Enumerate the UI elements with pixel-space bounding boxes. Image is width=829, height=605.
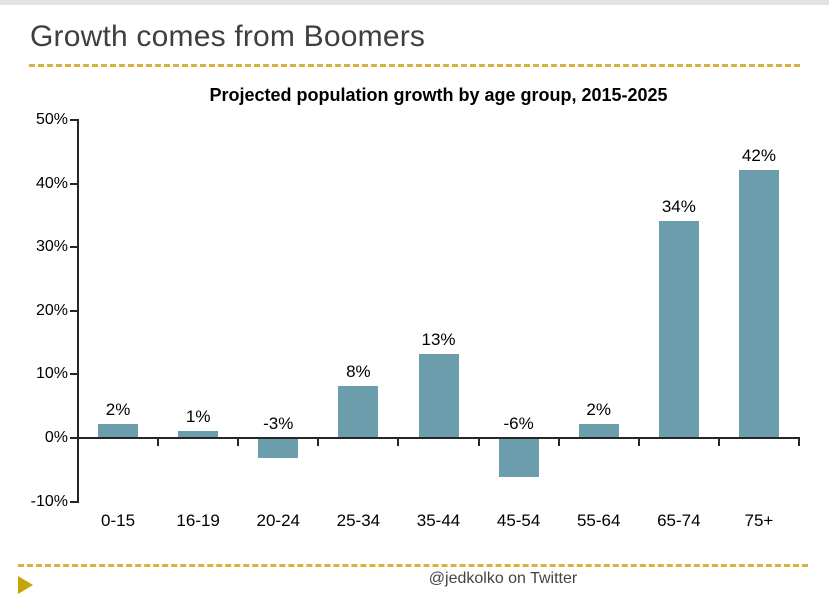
x-axis-tick	[557, 439, 560, 446]
y-axis-tick-label: 50%	[35, 111, 68, 128]
title-divider-dashed-line	[29, 64, 800, 67]
x-axis-category-label: 0-15	[101, 511, 136, 530]
bar-value-label: -6%	[503, 414, 534, 433]
arrow-right-icon	[18, 576, 33, 594]
y-axis-tick-label: 20%	[35, 301, 68, 319]
y-axis-tick	[70, 309, 78, 312]
chart-bar	[258, 439, 299, 459]
x-axis-tick	[637, 439, 640, 446]
bar-value-label: 2%	[586, 400, 611, 420]
x-axis-category-label: 75+	[744, 511, 774, 530]
x-axis-category-label: 55-64	[576, 511, 621, 530]
chart-bar	[418, 354, 459, 437]
chart-bar	[338, 386, 379, 437]
y-axis-tick	[70, 437, 78, 439]
y-axis-tick-label: 10%	[35, 365, 68, 383]
y-axis-tick	[70, 246, 78, 249]
chart-bar	[738, 169, 779, 437]
x-axis-tick	[157, 439, 160, 446]
x-axis-tick	[798, 439, 800, 446]
y-axis-tick-label: 30%	[35, 238, 68, 256]
bar-value-label: -3%	[263, 414, 294, 433]
x-axis-tick	[237, 439, 240, 446]
chart-bar	[658, 220, 699, 437]
bar-value-label: 1%	[185, 406, 211, 426]
y-axis-tick	[70, 119, 78, 121]
chart-bar	[178, 430, 219, 437]
bar-value-label: 13%	[421, 330, 456, 350]
x-axis-tick	[477, 439, 480, 446]
y-axis-tick-label: 40%	[35, 174, 68, 192]
y-axis-tick	[70, 500, 78, 503]
chart-bar	[578, 424, 619, 437]
x-axis-category-label: 35-44	[416, 511, 461, 530]
y-axis-tick-label: -10%	[30, 492, 68, 510]
x-axis-category-label: 65-74	[657, 511, 701, 530]
footer-divider-dashed-line	[18, 564, 808, 567]
chart-title: Projected population growth by age group…	[209, 85, 668, 105]
x-axis-tick	[397, 439, 400, 446]
y-axis-tick-label: 0%	[44, 429, 68, 446]
y-axis-tick	[70, 182, 78, 185]
bar-value-label: 42%	[741, 145, 776, 165]
x-axis-category-label: 16-19	[176, 511, 220, 530]
x-axis-category-label: 45-54	[496, 511, 541, 530]
x-axis-zero-line	[78, 437, 800, 439]
x-axis-tick	[317, 439, 320, 446]
chart-bar	[498, 439, 539, 478]
bar-value-label: 8%	[346, 362, 371, 382]
x-axis-tick	[717, 439, 720, 446]
chart-bar	[98, 424, 139, 437]
x-axis-category-label: 20-24	[256, 511, 300, 530]
bar-value-label: 2%	[105, 400, 131, 420]
y-axis-line	[77, 119, 79, 503]
bar-value-label: 34%	[661, 196, 696, 216]
page-title: Growth comes from Boomers	[30, 20, 426, 53]
footer-attribution: @jedkolko on Twitter	[428, 570, 578, 587]
x-axis-category-label: 25-34	[336, 511, 381, 530]
y-axis-tick	[70, 373, 78, 376]
top-border-strip	[0, 0, 829, 5]
